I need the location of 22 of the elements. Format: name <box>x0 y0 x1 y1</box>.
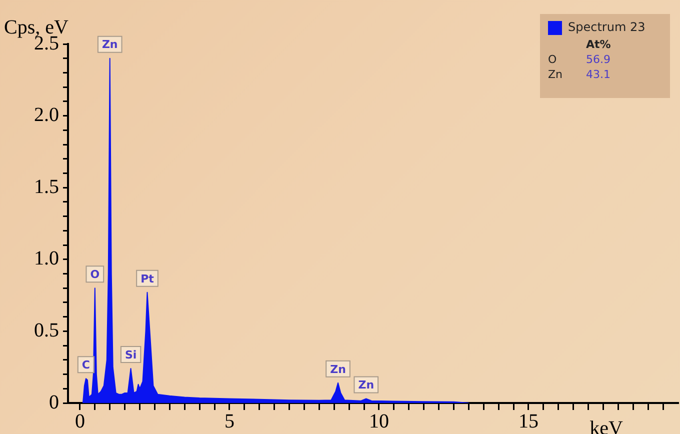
x-tick-label: 10 <box>368 410 389 432</box>
annotation: Zn <box>102 38 118 52</box>
annotation: Zn <box>358 378 374 392</box>
x-tick-label: 5 <box>224 410 234 432</box>
annotation: O <box>90 268 100 281</box>
annotation: 43.1 <box>586 68 610 81</box>
y-tick-label: 0 <box>49 391 59 414</box>
legend-label: Spectrum 23 <box>568 20 646 34</box>
y-tick-label: 0.5 <box>34 319 59 342</box>
annotation: Zn <box>330 362 346 376</box>
annotation: C <box>82 358 90 372</box>
y-tick-label: 2.0 <box>34 104 59 126</box>
annotation: Si <box>124 348 137 362</box>
annotation: At% <box>586 38 611 51</box>
annotation: Zn <box>548 68 563 81</box>
x-tick-label: 15 <box>518 410 538 432</box>
annotation: Pt <box>140 272 154 286</box>
x-tick-label: 0 <box>74 410 85 432</box>
y-tick-label: 1.5 <box>34 176 59 198</box>
annotation: 56.9 <box>586 52 610 66</box>
annotation: O <box>548 52 557 66</box>
y-tick-label: 1.0 <box>34 248 59 270</box>
